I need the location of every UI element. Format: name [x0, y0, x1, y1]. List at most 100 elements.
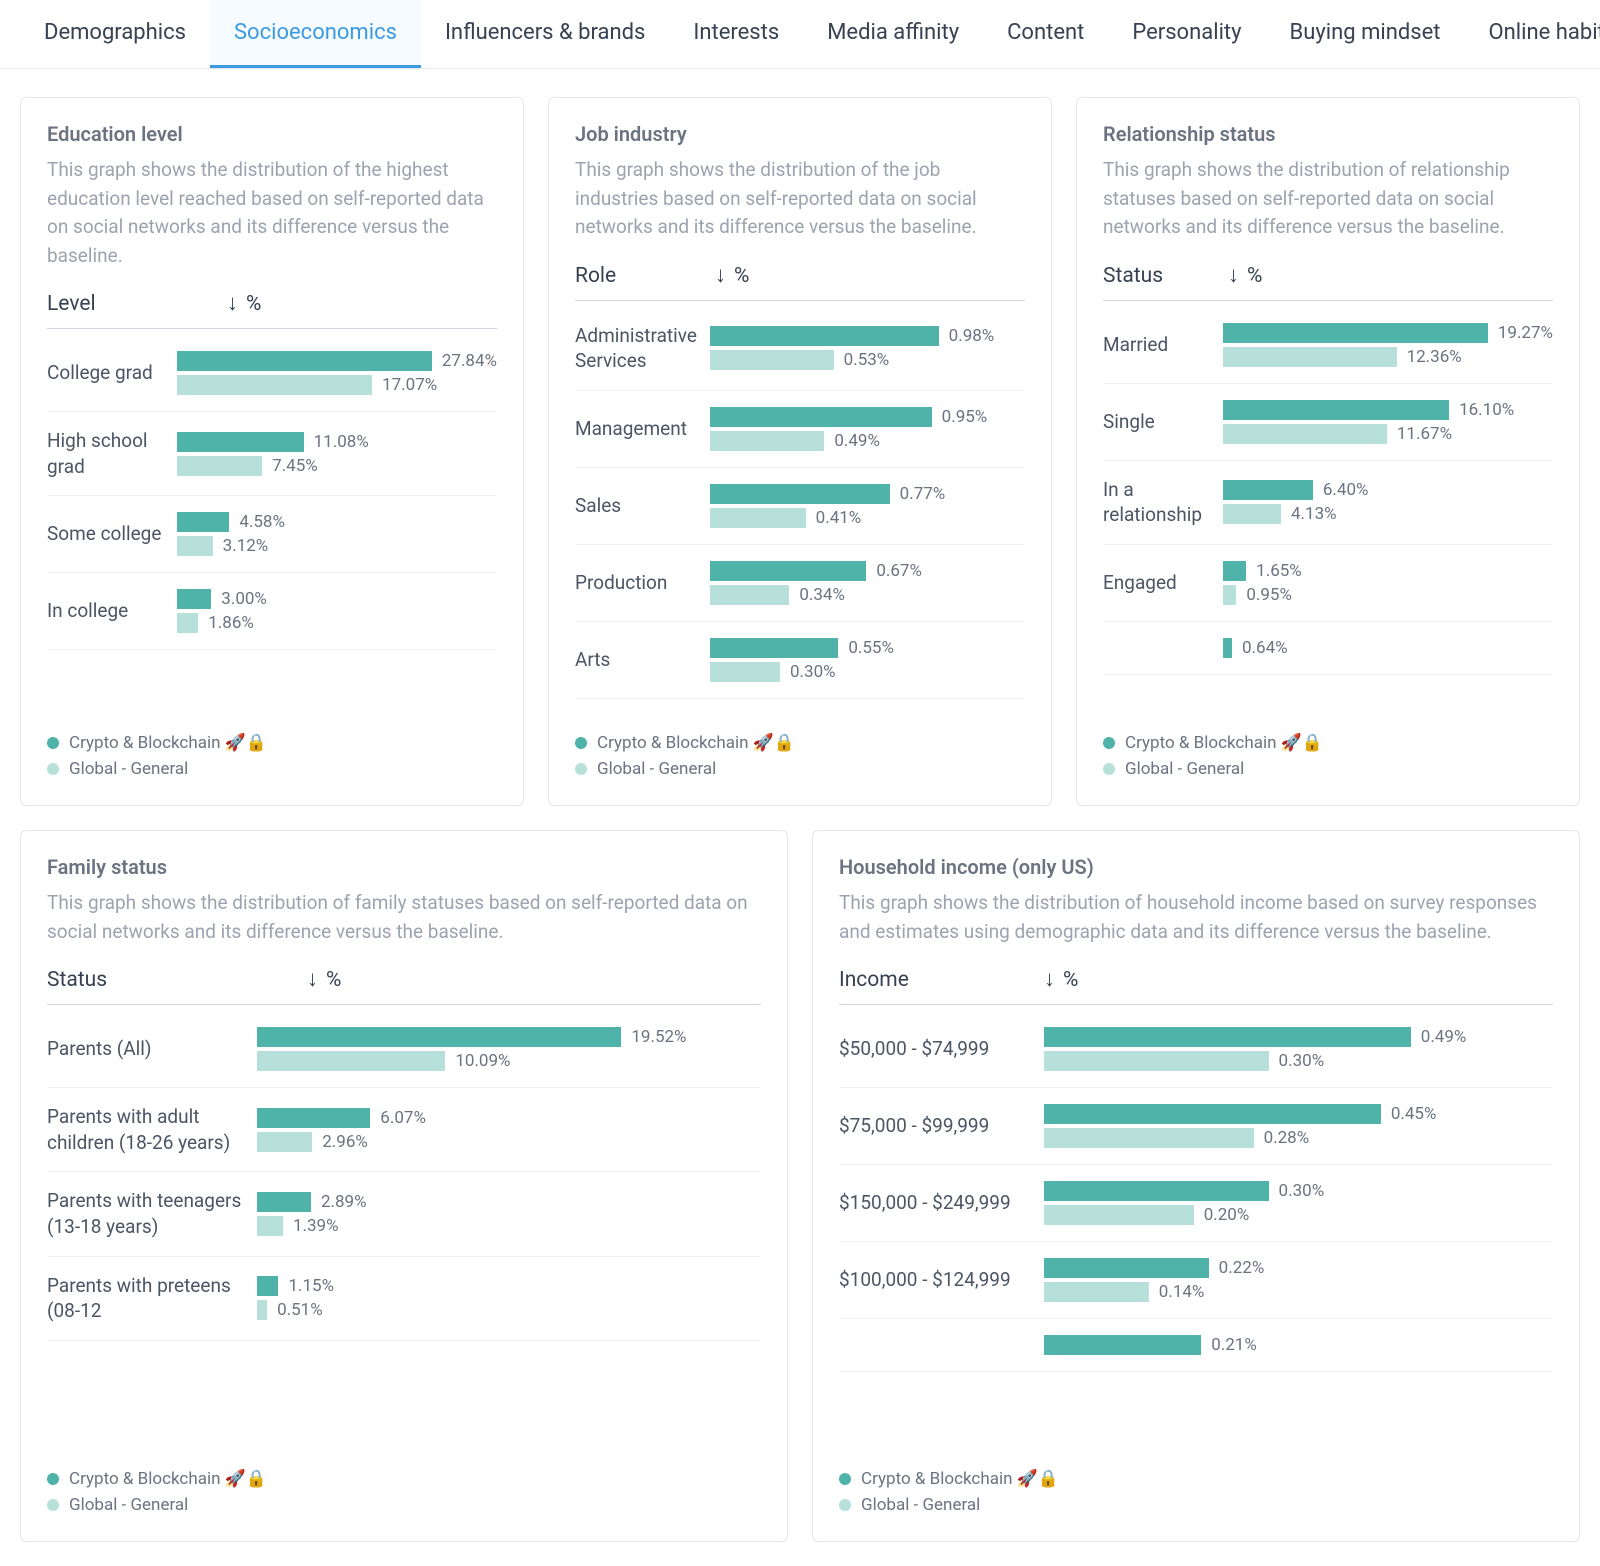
tab-content[interactable]: Content: [983, 0, 1108, 68]
legend-dot-icon: [47, 763, 59, 775]
legend-item-primary: Crypto & Blockchain 🚀🔒: [1103, 733, 1553, 753]
chart-row: In college3.00%1.86%: [47, 573, 497, 650]
row-bars: 19.27% 12.36%: [1223, 323, 1553, 367]
row-bars: 6.40%4.13%: [1223, 480, 1553, 524]
tab-influencers-brands[interactable]: Influencers & brands: [421, 0, 669, 68]
row-bars: 1.15%0.51%: [257, 1276, 761, 1320]
chart-rows: Parents (All)19.52%10.09%Parents with ad…: [47, 1011, 761, 1451]
sort-column[interactable]: ↓%: [1228, 264, 1262, 288]
bar-primary-value: 11.08%: [314, 432, 369, 452]
bar-secondary-value: 7.45%: [272, 456, 318, 476]
sort-arrow-down-icon: ↓: [227, 293, 238, 315]
tab-interests[interactable]: Interests: [669, 0, 803, 68]
bar-primary-value: 0.95%: [942, 407, 988, 427]
legend-item-primary: Crypto & Blockchain 🚀🔒: [47, 1469, 761, 1489]
card-description: This graph shows the distribution of the…: [47, 156, 497, 270]
bar-primary: [257, 1192, 311, 1212]
chart-row: College grad 27.84%17.07%: [47, 335, 497, 412]
row-bars: 2.89%1.39%: [257, 1192, 761, 1236]
bar-secondary-value: 0.95%: [1246, 585, 1292, 605]
legend-dot-icon: [575, 763, 587, 775]
chart-row: In a relationship6.40%4.13%: [1103, 461, 1553, 545]
chart-row: Arts0.55%0.30%: [575, 622, 1025, 699]
tab-media-affinity[interactable]: Media affinity: [803, 0, 983, 68]
row-bars: 0.64%: [1223, 638, 1553, 658]
bar-secondary: [257, 1216, 283, 1236]
chart-row: Administrative Services0.98%0.53%: [575, 307, 1025, 391]
bar-primary: [710, 638, 838, 658]
row-bars: 0.67%0.34%: [710, 561, 1025, 605]
row-bars: 1.65%0.95%: [1223, 561, 1553, 605]
chart-header: Role↓%: [575, 264, 1025, 301]
bar-primary-value: 0.30%: [1279, 1181, 1325, 1201]
legend-item-secondary: Global - General: [575, 759, 1025, 779]
row-label: $100,000 - $124,999: [839, 1267, 1044, 1293]
bar-primary-value: 0.21%: [1211, 1335, 1257, 1355]
bar-primary-value: 6.07%: [380, 1108, 426, 1128]
bar-primary-value: 4.58%: [239, 512, 285, 532]
bar-primary: [257, 1027, 621, 1047]
column-label[interactable]: Status: [47, 968, 307, 992]
chart-row: $100,000 - $124,9990.22%0.14%: [839, 1242, 1553, 1319]
tab-personality[interactable]: Personality: [1108, 0, 1265, 68]
legend-label: Global - General: [69, 759, 188, 779]
row-label: College grad: [47, 360, 177, 386]
percent-label: %: [326, 968, 341, 992]
row-label: $75,000 - $99,999: [839, 1113, 1044, 1139]
chart-row: Engaged1.65%0.95%: [1103, 545, 1553, 622]
bar-primary-value: 0.98%: [949, 326, 995, 346]
tab-demographics[interactable]: Demographics: [20, 0, 210, 68]
row-bars: 0.98%0.53%: [710, 326, 1025, 370]
row-label: Arts: [575, 647, 710, 673]
chart-rows: Administrative Services0.98%0.53% Managem…: [575, 307, 1025, 712]
row-label: Some college: [47, 521, 177, 547]
legend: Crypto & Blockchain 🚀🔒Global - General: [1103, 725, 1553, 785]
bar-primary: [257, 1108, 370, 1128]
chart-row: $150,000 - $249,9990.30%0.20%: [839, 1165, 1553, 1242]
row-label: $150,000 - $249,999: [839, 1190, 1044, 1216]
card-description: This graph shows the distribution of the…: [575, 156, 1025, 242]
chart-row: Some college4.58%3.12%: [47, 496, 497, 573]
tab-socioeconomics[interactable]: Socioeconomics: [210, 0, 421, 68]
column-label[interactable]: Status: [1103, 264, 1228, 288]
chart-row: $75,000 - $99,9990.45%0.28%: [839, 1088, 1553, 1165]
legend-label: Crypto & Blockchain 🚀🔒: [861, 1469, 1059, 1489]
column-label[interactable]: Role: [575, 264, 715, 288]
row-label: Management: [575, 416, 710, 442]
bar-primary-value: 1.15%: [288, 1276, 334, 1296]
bar-secondary-value: 2.96%: [322, 1132, 368, 1152]
chart-row: 0.21%: [839, 1319, 1553, 1372]
legend-label: Crypto & Blockchain 🚀🔒: [69, 733, 267, 753]
legend-dot-icon: [575, 737, 587, 749]
card-education: Education level This graph shows the dist…: [20, 97, 524, 806]
sort-column[interactable]: ↓%: [715, 264, 749, 288]
bar-secondary: [710, 508, 806, 528]
sort-column[interactable]: ↓%: [1044, 968, 1078, 992]
legend: Crypto & Blockchain 🚀🔒Global - General: [47, 1461, 761, 1521]
card-description: This graph shows the distribution of hou…: [839, 889, 1553, 946]
column-label[interactable]: Income: [839, 968, 1044, 992]
bar-secondary-value: 12.36%: [1407, 347, 1462, 367]
bar-primary-value: 0.22%: [1219, 1258, 1265, 1278]
legend: Crypto & Blockchain 🚀🔒Global - General: [839, 1461, 1553, 1521]
sort-column[interactable]: ↓%: [307, 968, 341, 992]
tab-buying-mindset[interactable]: Buying mindset: [1266, 0, 1465, 68]
legend-dot-icon: [839, 1473, 851, 1485]
row-bars: 0.77%0.41%: [710, 484, 1025, 528]
card-title: Relationship status: [1103, 122, 1553, 146]
card-title: Education level: [47, 122, 497, 146]
chart-row: Single16.10%11.67%: [1103, 384, 1553, 461]
column-label[interactable]: Level: [47, 292, 227, 316]
bar-primary-value: 27.84%: [442, 351, 497, 371]
tab-online-habits[interactable]: Online habits: [1465, 0, 1600, 68]
bar-secondary-value: 17.07%: [382, 375, 437, 395]
sort-column[interactable]: ↓%: [227, 292, 261, 316]
card-description: This graph shows the distribution of fam…: [47, 889, 761, 946]
bar-primary: [177, 432, 304, 452]
percent-label: %: [1247, 264, 1262, 288]
bar-primary-value: 19.27%: [1498, 323, 1553, 343]
chart-rows: Married19.27%12.36%Single16.10%11.67%In …: [1103, 307, 1553, 712]
card-job-industry: Job industryThis graph shows the distrib…: [548, 97, 1052, 806]
tabs-nav: DemographicsSocioeconomicsInfluencers & …: [0, 0, 1600, 69]
row-bars: 0.95%0.49%: [710, 407, 1025, 451]
